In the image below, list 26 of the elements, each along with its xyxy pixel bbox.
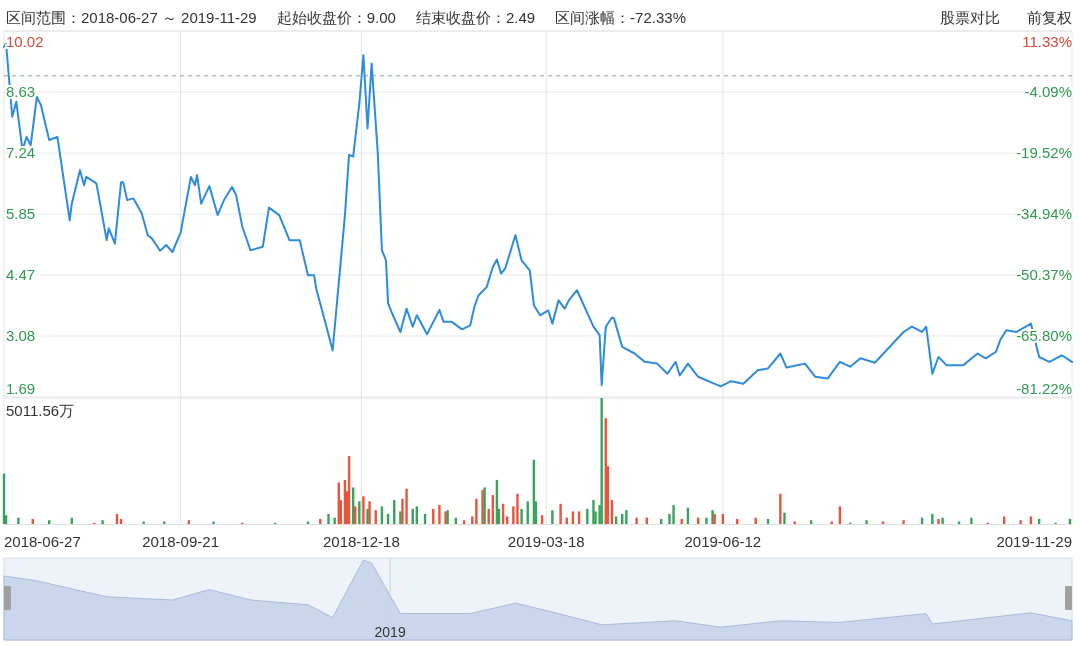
y-tick-label: 1.69 — [6, 380, 36, 397]
y2-tick-label: 11.33% — [1022, 33, 1072, 50]
text: 股票对比 — [940, 9, 1000, 26]
x-tick-label: 2018-12-18 — [323, 533, 400, 550]
y-tick-label: 7.24 — [6, 144, 36, 162]
text: 区间范围：2018-06-27 ～ 2019-11-29 — [6, 9, 257, 26]
y-tick-label: 5.85 — [6, 205, 36, 223]
y2-tick-label: -34.94% — [1016, 204, 1072, 222]
x-tick-label: 2019-03-18 — [507, 533, 585, 550]
y-tick-label: 4.47 — [6, 265, 36, 283]
ref-line-label: 2019 — [374, 624, 406, 640]
y-tick-label: 3.08 — [6, 326, 36, 344]
text: 结束收盘价：2.49 — [415, 9, 536, 26]
y2-tick-label: -19.52% — [1016, 144, 1072, 161]
y-tick-label: 10.02 — [6, 33, 44, 50]
y2-tick-label: -4.09% — [1024, 82, 1072, 100]
x-tick-label: 2019-06-12 — [684, 533, 762, 550]
y2-tick-label: -50.37% — [1016, 266, 1072, 283]
x-tick-label: 2019-11-29 — [996, 533, 1072, 550]
text: 前复权 — [1027, 9, 1072, 26]
y2-tick-label: -81.22% — [1016, 380, 1072, 397]
text: 起始收盘价：9.00 — [276, 9, 396, 26]
text: 区间涨幅：-72.33% — [555, 9, 686, 26]
x-tick-label: 2018-06-27 — [4, 533, 81, 550]
annotation: 5011.56万 — [6, 402, 75, 419]
x-tick-label: 2018-09-21 — [142, 533, 219, 550]
